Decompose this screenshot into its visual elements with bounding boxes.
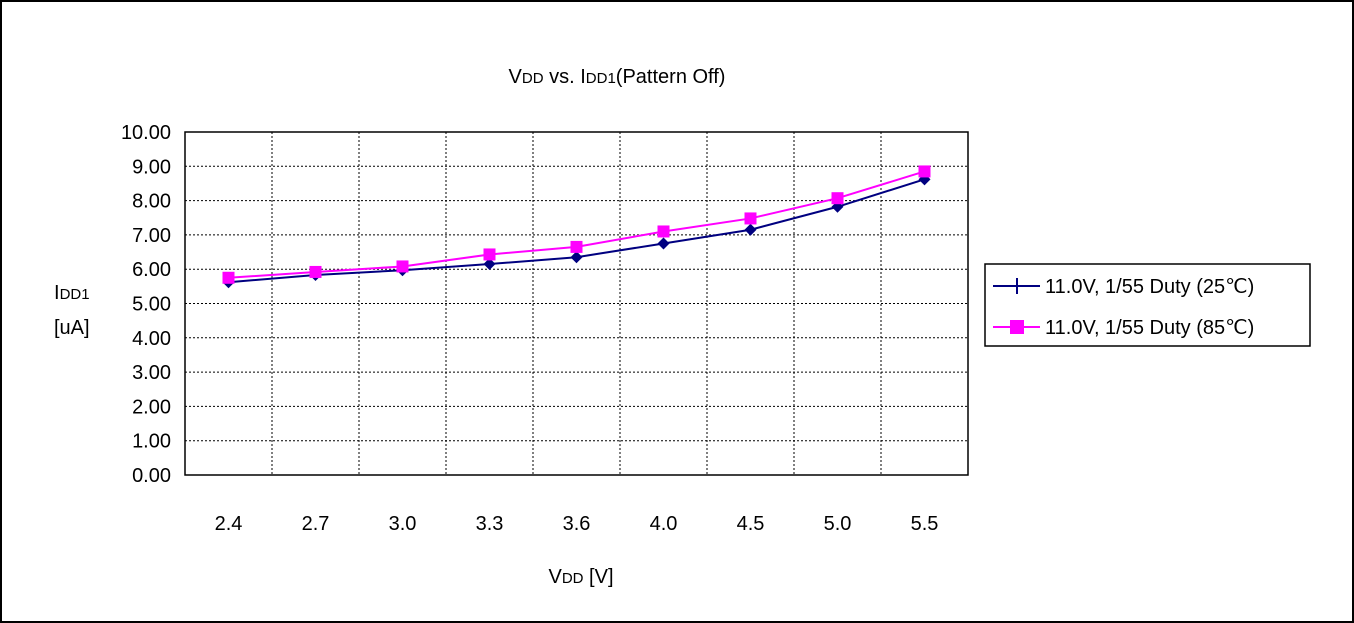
y-tick-label: 7.00	[132, 225, 171, 247]
data-point	[744, 212, 757, 225]
data-point	[657, 225, 670, 238]
data-point	[657, 237, 670, 250]
y-tick-label: 8.00	[132, 191, 171, 213]
y-tick-label: 4.00	[132, 328, 171, 350]
legend-entry-1: 11.0V, 1/55 Duty (25℃)	[993, 276, 1254, 298]
x-tick-label: 3.6	[563, 513, 591, 535]
legend-box	[984, 263, 1311, 347]
legend: 11.0V, 1/55 Duty (25℃) 11.0V, 1/55 Duty (…	[984, 263, 1311, 347]
series-layer	[222, 165, 931, 289]
y-tick-label: 1.00	[132, 431, 171, 453]
y-tick-label: 2.00	[132, 396, 171, 418]
y-axis-unit: [uA]	[54, 317, 90, 339]
data-point	[483, 258, 496, 271]
legend-entry-2: 11.0V, 1/55 Duty (85℃)	[993, 317, 1254, 339]
x-tick-label: 3.3	[476, 513, 504, 535]
data-point	[222, 271, 235, 284]
x-axis-label: VDD [V]	[548, 566, 613, 588]
x-tick-label: 2.7	[302, 513, 330, 535]
y-axis-label: IDD1	[54, 282, 90, 304]
data-point	[570, 240, 583, 253]
data-point	[918, 165, 931, 178]
x-tick-label: 5.0	[824, 513, 852, 535]
y-tick-label: 3.00	[132, 362, 171, 384]
series-2	[222, 165, 931, 284]
plot-area	[184, 131, 969, 476]
legend-entries: 11.0V, 1/55 Duty (25℃) 11.0V, 1/55 Duty (…	[993, 276, 1254, 339]
data-point	[483, 248, 496, 261]
data-point	[744, 223, 757, 236]
data-point	[309, 265, 322, 278]
x-tick-label: 4.5	[737, 513, 765, 535]
x-tick-label: 3.0	[389, 513, 417, 535]
y-tick-label: 5.00	[132, 294, 171, 316]
y-tick-labels: 0.00 1.00 2.00 3.00 4.00 5.00 6.00 7.00 8.00 9.00…	[121, 122, 171, 487]
legend-label: 11.0V, 1/55 Duty (25℃)	[1045, 276, 1254, 298]
data-point	[570, 251, 583, 264]
x-tick-label: 2.4	[215, 513, 243, 535]
legend-marker	[1010, 320, 1024, 334]
data-point	[831, 192, 844, 205]
y-tick-label: 6.00	[132, 259, 171, 281]
y-tick-label: 9.00	[132, 156, 171, 178]
chart-title: VDD vs. IDD1(Pattern Off)	[509, 66, 726, 88]
y-tick-label: 0.00	[132, 465, 171, 487]
y-tick-label: 10.00	[121, 122, 171, 144]
x-tick-label: 5.5	[911, 513, 939, 535]
data-point	[396, 260, 409, 273]
x-tick-label: 4.0	[650, 513, 678, 535]
legend-label: 11.0V, 1/55 Duty (85℃)	[1045, 317, 1254, 339]
x-tick-labels: 2.4 2.7 3.0 3.3 3.6 4.0 4.5 5.0 5.5	[215, 513, 939, 535]
